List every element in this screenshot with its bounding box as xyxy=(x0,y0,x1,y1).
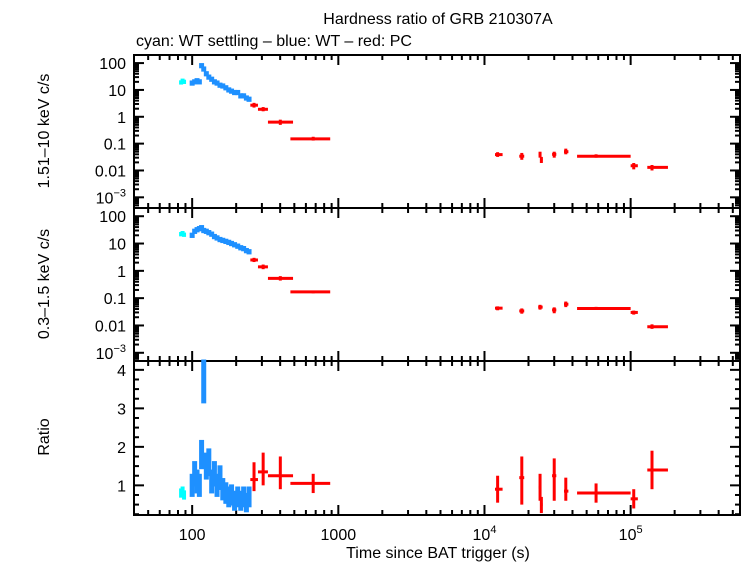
pc-point xyxy=(494,306,503,311)
y-tick-label: 100 xyxy=(99,56,126,73)
y-tick-label: 1 xyxy=(117,264,126,281)
pc-point xyxy=(257,107,268,112)
y-tick-label: 0.01 xyxy=(95,318,126,335)
pc-point xyxy=(250,102,258,108)
pc-point xyxy=(552,151,557,158)
pc-point xyxy=(647,164,668,171)
panel2-frame xyxy=(133,207,741,362)
pc-point xyxy=(564,148,569,155)
pc-point xyxy=(538,304,543,310)
pc-point xyxy=(538,151,542,158)
x-axis-label: Time since BAT trigger (s) xyxy=(346,545,530,562)
panel1-frame xyxy=(133,54,741,209)
pc-point xyxy=(630,489,638,509)
pc-point xyxy=(267,456,294,490)
pc-point xyxy=(290,136,331,141)
y-tick-label: 10 xyxy=(108,83,126,100)
x-tick-label: 104 xyxy=(473,524,497,544)
y-tick-label: 0.01 xyxy=(95,163,126,180)
y-tick-label: 3 xyxy=(117,401,126,418)
x-tick-label: 100 xyxy=(179,527,206,544)
pc-point xyxy=(494,475,503,503)
pc-point xyxy=(577,483,631,503)
y-tick-label: 1 xyxy=(117,110,126,127)
chart-title: Hardness ratio of GRB 210307A xyxy=(323,11,553,28)
y-tick-label: 100 xyxy=(99,209,126,226)
panel1-y-label: 1.51–10 keV c/s xyxy=(36,74,53,189)
pc-point xyxy=(564,477,569,501)
pc-point xyxy=(539,496,543,514)
pc-point xyxy=(552,307,557,314)
pc-point xyxy=(538,473,542,501)
y-tick-label: 10−3 xyxy=(96,343,126,363)
y-tick-label: 0.1 xyxy=(104,291,126,308)
pc-point xyxy=(494,152,503,157)
pc-point xyxy=(630,162,638,170)
y-tick-label: 10−3 xyxy=(96,187,126,207)
pc-point xyxy=(552,458,557,501)
pc-point xyxy=(267,276,294,281)
pc-point xyxy=(290,290,331,294)
pc-point xyxy=(250,257,258,263)
pc-point xyxy=(290,473,331,494)
y-tick-label: 4 xyxy=(117,363,126,380)
pc-point xyxy=(250,462,258,492)
x-tick-label: 1000 xyxy=(321,527,357,544)
pc-point xyxy=(267,119,294,125)
pc-point xyxy=(577,306,631,310)
y-tick-label: 2 xyxy=(117,440,126,457)
pc-point xyxy=(564,301,569,308)
y-tick-label: 10 xyxy=(108,237,126,254)
pc-point xyxy=(257,264,268,270)
panel2-y-label: 0.3–1.5 keV c/s xyxy=(36,229,53,339)
y-tick-label: 0.1 xyxy=(104,137,126,154)
pc-point xyxy=(519,152,525,160)
pc-point xyxy=(647,450,668,490)
pc-point xyxy=(519,456,525,505)
pc-point xyxy=(647,324,668,329)
pc-point xyxy=(539,156,543,163)
y-tick-label: 1 xyxy=(117,478,126,495)
chart-subtitle: cyan: WT settling – blue: WT – red: PC xyxy=(136,33,412,50)
pc-point xyxy=(257,452,268,486)
pc-point xyxy=(577,154,631,158)
x-tick-label: 105 xyxy=(619,524,643,544)
panel3-y-label: Ratio xyxy=(36,418,53,455)
pc-point xyxy=(519,308,525,314)
pc-point xyxy=(630,310,638,315)
